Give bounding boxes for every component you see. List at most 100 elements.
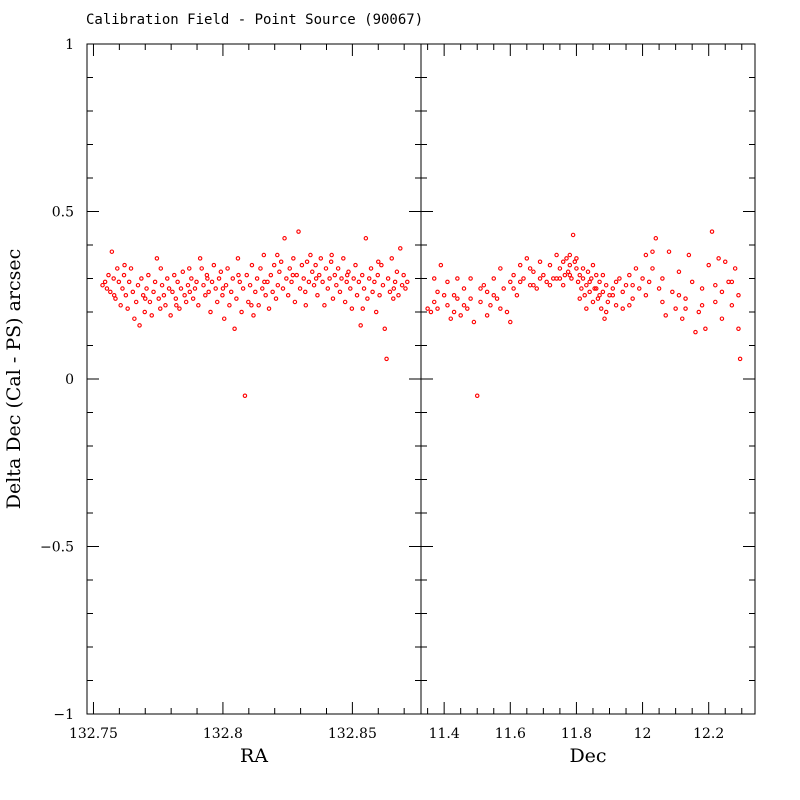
data-point	[220, 286, 226, 291]
data-point	[213, 286, 218, 291]
data-point	[156, 296, 161, 301]
data-point	[567, 252, 573, 258]
data-point	[508, 319, 513, 325]
data-point	[653, 236, 659, 241]
data-point	[557, 276, 563, 281]
data-point	[275, 252, 280, 258]
data-point	[315, 292, 320, 298]
dec-y-ticks	[421, 43, 755, 715]
data-point	[597, 279, 602, 285]
data-point	[344, 279, 349, 285]
data-point	[376, 259, 381, 264]
data-point	[574, 266, 579, 271]
data-point	[481, 282, 487, 288]
data-point	[251, 313, 256, 318]
data-point	[498, 306, 503, 311]
data-point	[537, 259, 543, 264]
data-point	[201, 282, 206, 288]
data-point	[100, 282, 105, 288]
data-point	[287, 266, 292, 271]
chart-title: Calibration Field - Point Source (90067)	[86, 12, 423, 28]
data-point	[144, 286, 149, 291]
data-point	[175, 279, 180, 285]
x-tick-label: 12.2	[693, 726, 724, 742]
ra-panel: 132.75 132.8 132.85	[69, 43, 422, 742]
ra-scatter-points	[100, 229, 410, 398]
data-point	[236, 272, 241, 278]
data-point	[273, 296, 279, 301]
data-point	[152, 279, 158, 285]
data-point	[557, 266, 563, 271]
data-point	[143, 296, 148, 301]
dec-x-ticks: 11.4 11.6 11.8 12 12.2	[427, 44, 743, 742]
data-point	[180, 269, 186, 275]
data-point	[564, 256, 569, 261]
data-point	[584, 282, 589, 288]
data-point	[190, 296, 196, 301]
y-axis-label: Delta Dec (Cal - PS) arcsec	[3, 249, 25, 510]
data-point	[683, 296, 688, 301]
data-point	[289, 279, 294, 285]
data-point	[527, 266, 533, 271]
data-point	[428, 309, 434, 315]
data-point	[373, 309, 379, 315]
data-point	[676, 292, 682, 298]
data-point	[600, 289, 606, 295]
data-point	[239, 309, 244, 315]
data-point	[303, 303, 309, 308]
data-point	[203, 292, 208, 298]
y-tick-label: −0.5	[40, 540, 74, 556]
data-point	[587, 289, 592, 295]
y-tick-labels: −1 −0.5 0 0.5 1	[40, 37, 74, 723]
data-point	[643, 252, 649, 258]
data-point	[247, 282, 253, 288]
data-point	[605, 299, 611, 305]
data-point	[392, 279, 398, 285]
data-point	[567, 262, 573, 268]
data-point	[183, 299, 189, 305]
data-point	[221, 316, 227, 321]
data-point	[627, 303, 632, 308]
data-point	[387, 289, 393, 295]
data-point	[597, 292, 602, 298]
data-point	[227, 303, 232, 308]
data-point	[263, 292, 268, 298]
data-point	[108, 289, 113, 295]
data-point	[310, 269, 315, 275]
data-point	[316, 272, 322, 278]
x-tick-label: 132.85	[328, 726, 377, 742]
data-point	[706, 262, 711, 268]
ra-x-ticks: 132.75 132.8 132.85	[69, 44, 405, 742]
data-point	[521, 276, 526, 281]
data-point	[313, 276, 319, 281]
data-point	[341, 256, 346, 261]
data-point	[133, 299, 139, 305]
data-point	[461, 286, 467, 291]
data-point	[125, 306, 130, 311]
data-point	[585, 269, 591, 275]
data-point	[468, 296, 473, 301]
data-point	[594, 272, 599, 278]
data-point	[590, 262, 596, 268]
x-tick-label: 11.6	[495, 726, 526, 742]
data-point	[249, 303, 254, 308]
data-point	[461, 303, 467, 308]
data-point	[435, 306, 440, 311]
data-point	[211, 262, 217, 268]
data-point	[335, 266, 341, 271]
data-point	[174, 303, 179, 308]
data-point	[178, 286, 184, 291]
y-tick-label: 1	[65, 37, 74, 53]
data-point	[405, 279, 410, 285]
data-point	[660, 299, 665, 305]
data-point	[594, 286, 599, 291]
data-point	[693, 329, 698, 335]
data-point	[256, 303, 261, 308]
data-point	[431, 276, 437, 281]
data-point	[377, 292, 382, 298]
data-point	[689, 279, 695, 285]
x-tick-label: 11.8	[561, 726, 592, 742]
data-point	[382, 326, 388, 331]
data-point	[106, 272, 111, 278]
